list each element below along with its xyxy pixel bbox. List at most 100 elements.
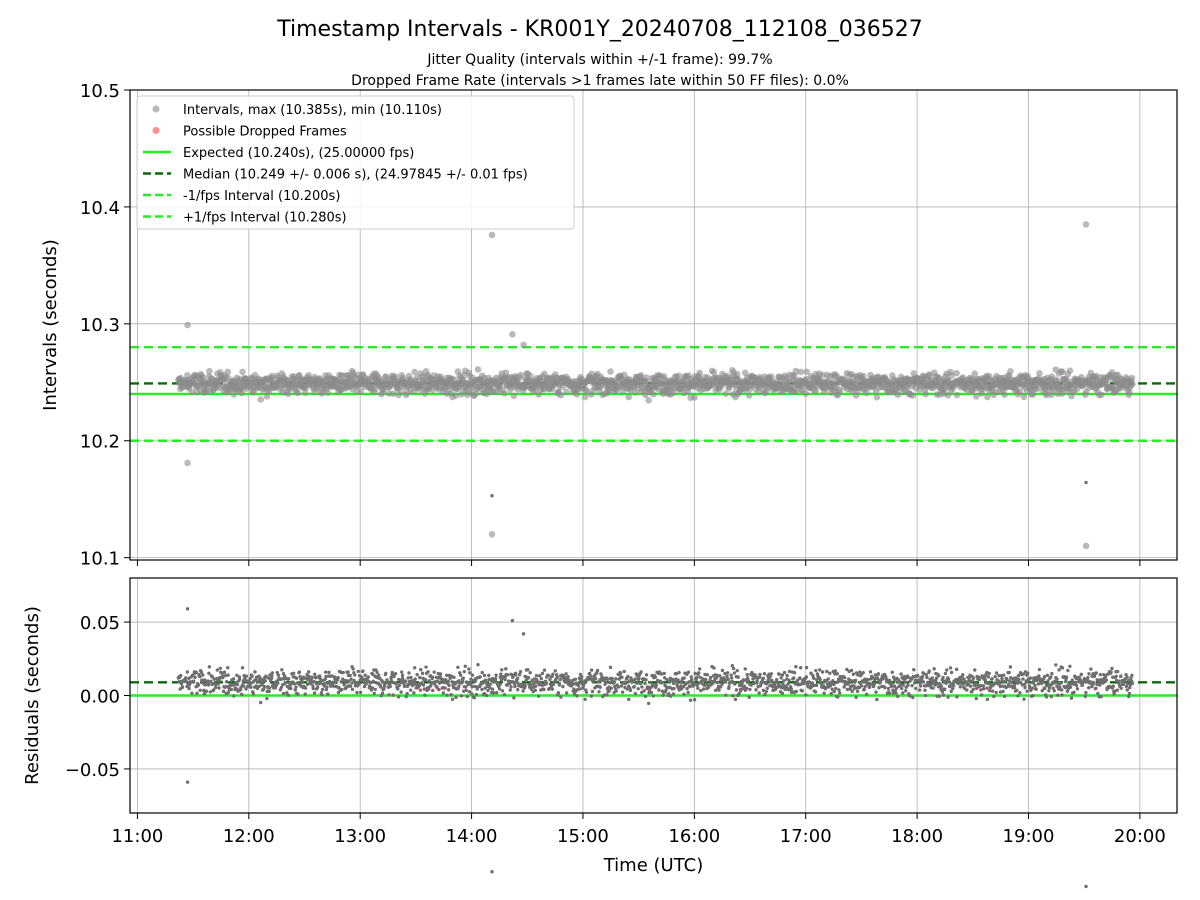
residual-point [884,675,888,679]
residual-point [325,685,329,689]
residual-point [965,688,969,692]
residual-point [764,689,769,694]
residual-point [445,693,449,697]
residual-point [348,684,353,688]
residual-point [804,665,809,670]
residual-point [792,671,797,675]
residual-point [270,671,275,675]
residual-point [1125,675,1129,679]
x-tick-label: 12:00 [223,826,275,847]
residual-point [361,669,365,673]
residual-point [202,678,207,682]
residual-point [276,673,281,677]
residuals-points [176,480,1135,889]
residual-point [422,687,427,691]
interval-point [488,231,496,239]
residual-point [210,675,215,679]
residual-point [1008,665,1013,669]
interval-point [563,388,570,396]
residual-point [539,676,544,681]
residual-point [627,697,631,702]
residual-point [379,694,383,698]
residual-point [207,671,211,675]
residual-point [1073,680,1078,685]
residual-point [737,691,741,696]
residual-point [1016,694,1020,698]
residual-point [443,686,447,690]
interval-point [184,459,191,467]
residual-point [994,671,999,675]
residual-point [407,671,411,675]
residual-point [340,687,344,692]
residual-point [379,685,383,689]
residual-point [540,671,545,676]
intervals-y-ticks: 10.1 10.2 10.3 10.4 10.5 [80,81,130,570]
residual-point [1066,668,1070,673]
interval-point [224,368,232,376]
residual-point [231,677,236,681]
residual-point [251,692,256,696]
residual-point [724,693,728,697]
residual-point [533,688,537,693]
interval-point [803,368,810,376]
residual-point [450,680,454,684]
residual-point [830,687,834,691]
residual-point [1077,675,1082,679]
residual-point [347,679,351,683]
residual-point [659,672,664,676]
residual-point [327,679,332,684]
interval-point [474,366,482,373]
residual-point [1058,681,1063,685]
residual-point [754,688,758,692]
residual-point [822,691,826,695]
residual-point [803,680,807,684]
residual-point [402,684,407,689]
residual-point [930,676,934,680]
residual-point [213,682,218,687]
residual-point [858,670,862,674]
residual-point [528,671,532,675]
residual-point [1087,686,1091,690]
residual-point [1049,694,1054,699]
residual-point [1055,677,1059,681]
residual-point [1104,678,1109,682]
residual-point [589,694,594,698]
residual-point [589,668,594,672]
residual-point [258,676,262,680]
residual-point [915,673,920,678]
residual-point [1111,684,1115,688]
residual-point [1068,685,1073,689]
residual-point [199,670,204,675]
residual-point [297,670,302,674]
residual-point [447,683,451,688]
residual-point [956,681,961,686]
residual-point [657,688,661,692]
x-tick-label: 19:00 [1003,826,1055,847]
interval-point [1129,381,1136,388]
residual-point [679,684,683,688]
residual-point [833,672,837,676]
interval-point [357,388,364,395]
residual-point [838,691,842,695]
residual-point [618,671,623,675]
residual-point [1002,679,1006,684]
residual-point [313,672,317,676]
x-tick-label: 17:00 [780,826,832,847]
residual-point [294,676,299,680]
residual-point [207,665,212,669]
residual-point [226,690,230,695]
residual-point [1034,687,1038,691]
residual-point [810,681,815,685]
interval-point [650,391,657,398]
residual-point [742,684,747,689]
residual-point [937,674,941,678]
residual-point [871,684,876,689]
residual-point [813,690,818,694]
legend-label-plus-fps: +1/fps Interval (10.280s) [183,211,347,226]
legend-box [136,95,575,230]
residual-point [393,671,398,676]
residual-point [368,680,373,685]
residual-point [1127,691,1132,696]
residual-point [311,686,315,691]
residual-point [605,693,609,697]
